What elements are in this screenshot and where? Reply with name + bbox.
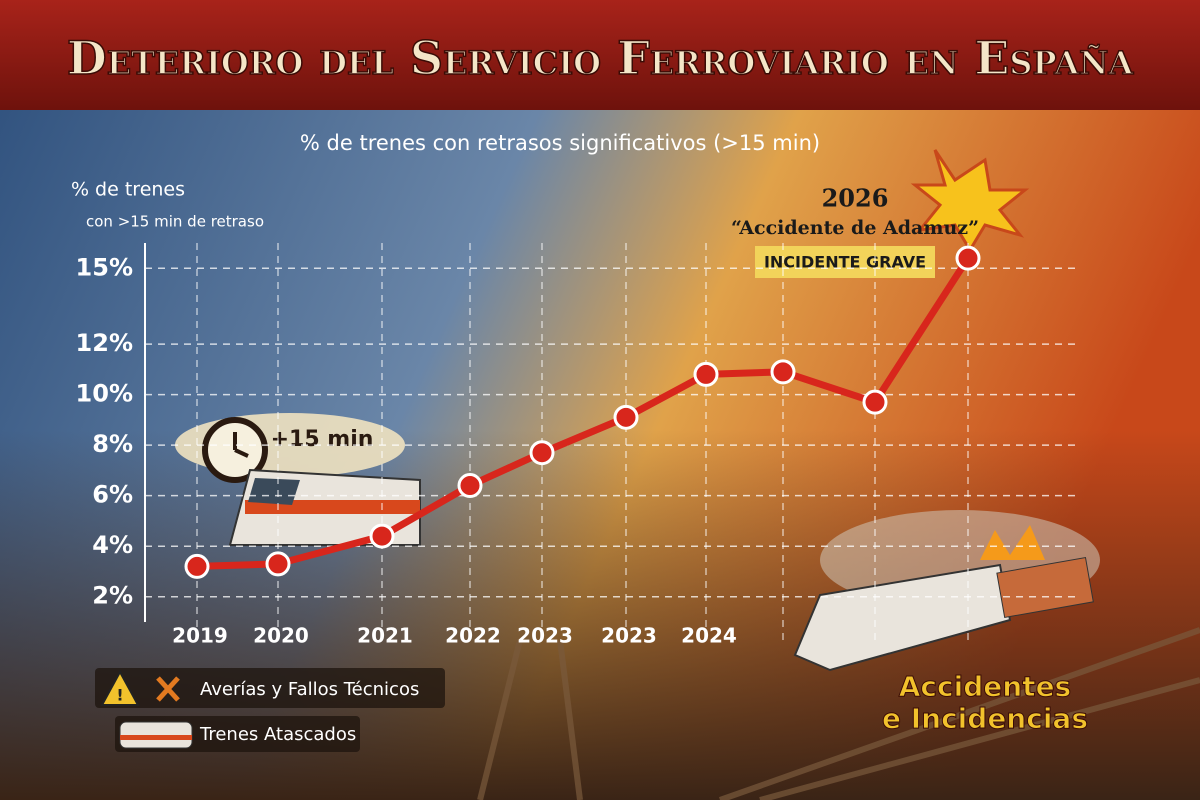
accidents-label: Accidentes bbox=[899, 670, 1071, 703]
x-tick-label: 2023 bbox=[601, 624, 657, 648]
data-point bbox=[529, 440, 555, 466]
y-tick-label: 15% bbox=[76, 253, 133, 281]
legend-label: Averías y Fallos Técnicos bbox=[200, 679, 419, 700]
chart-title: Deterioro del Servicio Ferroviario en Es… bbox=[67, 31, 1135, 85]
event-badge: INCIDENTE GRAVE bbox=[764, 253, 926, 272]
legend-label: Trenes Atascados bbox=[199, 724, 356, 745]
warning-icon-glyph: ! bbox=[116, 686, 123, 705]
rails bbox=[477, 627, 1200, 800]
y-axis-label: % de trenes bbox=[71, 179, 185, 201]
data-point bbox=[862, 389, 888, 415]
x-tick-label: 2020 bbox=[253, 624, 309, 648]
data-point bbox=[955, 245, 981, 271]
crash-illustration bbox=[793, 149, 1100, 672]
train-icon-stripe bbox=[120, 735, 192, 740]
data-point bbox=[770, 359, 796, 385]
data-point bbox=[457, 473, 483, 499]
chart-subtitle: % de trenes con retrasos significativos … bbox=[300, 131, 820, 155]
y-tick-label: 4% bbox=[92, 531, 133, 559]
y-tick-label: 8% bbox=[92, 430, 133, 458]
title-banner bbox=[0, 0, 1200, 110]
y-tick-label: 12% bbox=[76, 329, 133, 357]
x-tick-label: 2019 bbox=[172, 624, 228, 648]
delay-badge: +15 min bbox=[271, 427, 374, 452]
event-year: 2026 bbox=[822, 184, 889, 213]
legend: ! Averías y Fallos Técnicos Trenes Atasc… bbox=[95, 668, 445, 752]
x-tick-label: 2024 bbox=[681, 624, 737, 648]
data-point bbox=[369, 523, 395, 549]
x-tick-label: 2022 bbox=[445, 624, 501, 648]
y-axis-label: con >15 min de retraso bbox=[86, 213, 264, 231]
plot: 2% 4% 6% 8% 10% 12% 15% 2019 2020 2021 2022 2023 202… bbox=[76, 243, 1080, 648]
tools-icon bbox=[156, 676, 180, 702]
y-tick-label: 6% bbox=[92, 481, 133, 509]
x-tick-label: 2021 bbox=[357, 624, 413, 648]
y-tick-label: 10% bbox=[76, 380, 133, 408]
warning-icon bbox=[100, 669, 140, 706]
data-point bbox=[265, 551, 291, 577]
data-point bbox=[184, 553, 210, 579]
data-point bbox=[613, 404, 639, 430]
event-name: “Accidente de Adamuz” bbox=[731, 217, 979, 239]
x-tick-label: 2023 bbox=[517, 624, 573, 648]
series-line bbox=[196, 256, 971, 570]
y-tick-label: 2% bbox=[92, 582, 133, 610]
data-point bbox=[693, 361, 719, 387]
accidents-label: e Incidencias bbox=[882, 702, 1088, 735]
badge-bg bbox=[755, 246, 935, 278]
legend-bg bbox=[95, 668, 445, 708]
train-illustration bbox=[228, 468, 421, 546]
